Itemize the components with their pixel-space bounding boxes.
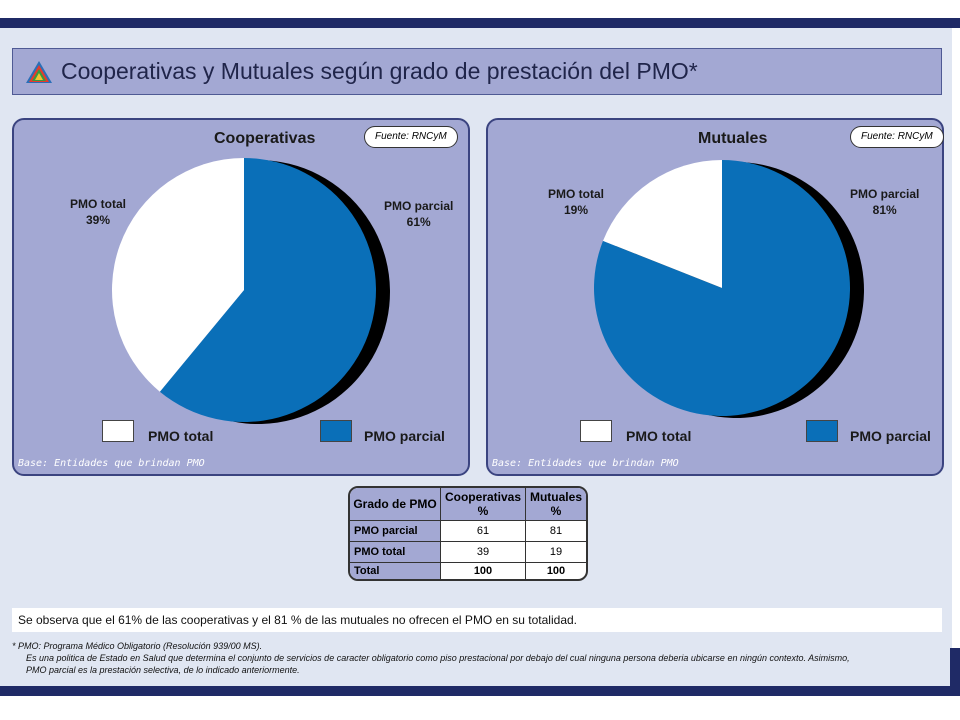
legend-label-pmo-total: PMO total bbox=[626, 428, 692, 444]
title-box: Cooperativas y Mutuales según grado de p… bbox=[12, 48, 942, 95]
table-cell: 100 bbox=[441, 563, 526, 579]
table-header: Mutuales % bbox=[526, 488, 586, 521]
chart-panel-mutuales: Mutuales Fuente: RNCyM PMO total 19% PMO… bbox=[486, 118, 944, 476]
slice-label-pmo-total: PMO total 19% bbox=[548, 186, 604, 218]
table-cell: 19 bbox=[526, 542, 586, 563]
base-note: Base: Entidades que brindan PMO bbox=[18, 458, 205, 469]
footnote: * PMO: Programa Médico Obligatorio (Reso… bbox=[12, 640, 850, 676]
legend-swatch-pmo-parcial bbox=[806, 420, 838, 442]
legend-swatch-pmo-total bbox=[102, 420, 134, 442]
slice-label-value: 19% bbox=[563, 203, 589, 217]
page-title: Cooperativas y Mutuales según grado de p… bbox=[61, 58, 698, 84]
slice-label-name: PMO parcial bbox=[384, 199, 454, 213]
footnote-line: * PMO: Programa Médico Obligatorio (Reso… bbox=[12, 641, 263, 651]
slice-label-name: PMO total bbox=[70, 197, 126, 211]
right-accent-bar bbox=[950, 648, 960, 696]
pie-chart-cooperativas bbox=[111, 158, 390, 424]
table-cell: 61 bbox=[441, 521, 526, 542]
table-cell: Total bbox=[350, 563, 441, 579]
chart-title: Cooperativas bbox=[214, 130, 316, 147]
table-row: PMO parcial 61 81 bbox=[350, 521, 586, 542]
table-cell: 39 bbox=[441, 542, 526, 563]
pie-slice-pmo-total bbox=[602, 160, 722, 288]
table-cell: PMO total bbox=[350, 542, 441, 563]
slice-label-pmo-parcial: PMO parcial 61% bbox=[384, 198, 453, 230]
slice-label-value: 81% bbox=[872, 203, 897, 217]
conclusion-text: Se observa que el 61% de las cooperativa… bbox=[12, 608, 942, 632]
pie-slice-pmo-parcial bbox=[159, 158, 376, 422]
footnote-line: PMO parcial es la prestación selectiva, … bbox=[26, 665, 300, 675]
table-header: Grado de PMO bbox=[350, 488, 441, 521]
table-header: Cooperativas % bbox=[441, 488, 526, 521]
table-cell: 81 bbox=[526, 521, 586, 542]
table-cell: 100 bbox=[546, 565, 566, 577]
top-band bbox=[0, 18, 960, 28]
base-note: Base: Entidades que brindan PMO bbox=[492, 458, 679, 469]
slice-label-pmo-total: PMO total 39% bbox=[70, 196, 126, 228]
chart-panel-cooperativas: Cooperativas Fuente: RNCyM PMO total 39%… bbox=[12, 118, 470, 476]
source-label: Fuente: RNCyM bbox=[850, 126, 944, 148]
table-cell: PMO parcial bbox=[350, 521, 441, 542]
pie-slice-pmo-total bbox=[111, 158, 244, 392]
legend-swatch-pmo-parcial bbox=[320, 420, 352, 442]
table-header-row: Grado de PMO Cooperativas % Mutuales % bbox=[350, 488, 586, 521]
slice-label-value: 61% bbox=[406, 215, 431, 229]
table-row: PMO total 39 19 bbox=[350, 542, 586, 563]
chart-title: Mutuales bbox=[698, 130, 768, 147]
pie-chart-mutuales bbox=[594, 160, 865, 419]
bottom-band bbox=[0, 686, 960, 696]
footnote-line: Es una politica de Estado en Salud que d… bbox=[26, 653, 850, 663]
slice-label-value: 39% bbox=[85, 213, 111, 227]
slice-label-name: PMO total bbox=[548, 187, 604, 201]
legend-label-pmo-total: PMO total bbox=[148, 428, 214, 444]
slice-label-name: PMO parcial bbox=[850, 187, 920, 201]
logo-icon bbox=[26, 61, 52, 83]
legend-swatch-pmo-total bbox=[580, 420, 612, 442]
pie-slice-pmo-parcial bbox=[594, 160, 851, 417]
source-label: Fuente: RNCyM bbox=[364, 126, 458, 148]
data-table: Grado de PMO Cooperativas % Mutuales % P… bbox=[348, 486, 588, 581]
legend-label-pmo-parcial: PMO parcial bbox=[364, 428, 445, 444]
table-row: Total 100 100 bbox=[350, 563, 586, 579]
legend-label-pmo-parcial: PMO parcial bbox=[850, 428, 931, 444]
slice-label-pmo-parcial: PMO parcial 81% bbox=[850, 186, 919, 218]
